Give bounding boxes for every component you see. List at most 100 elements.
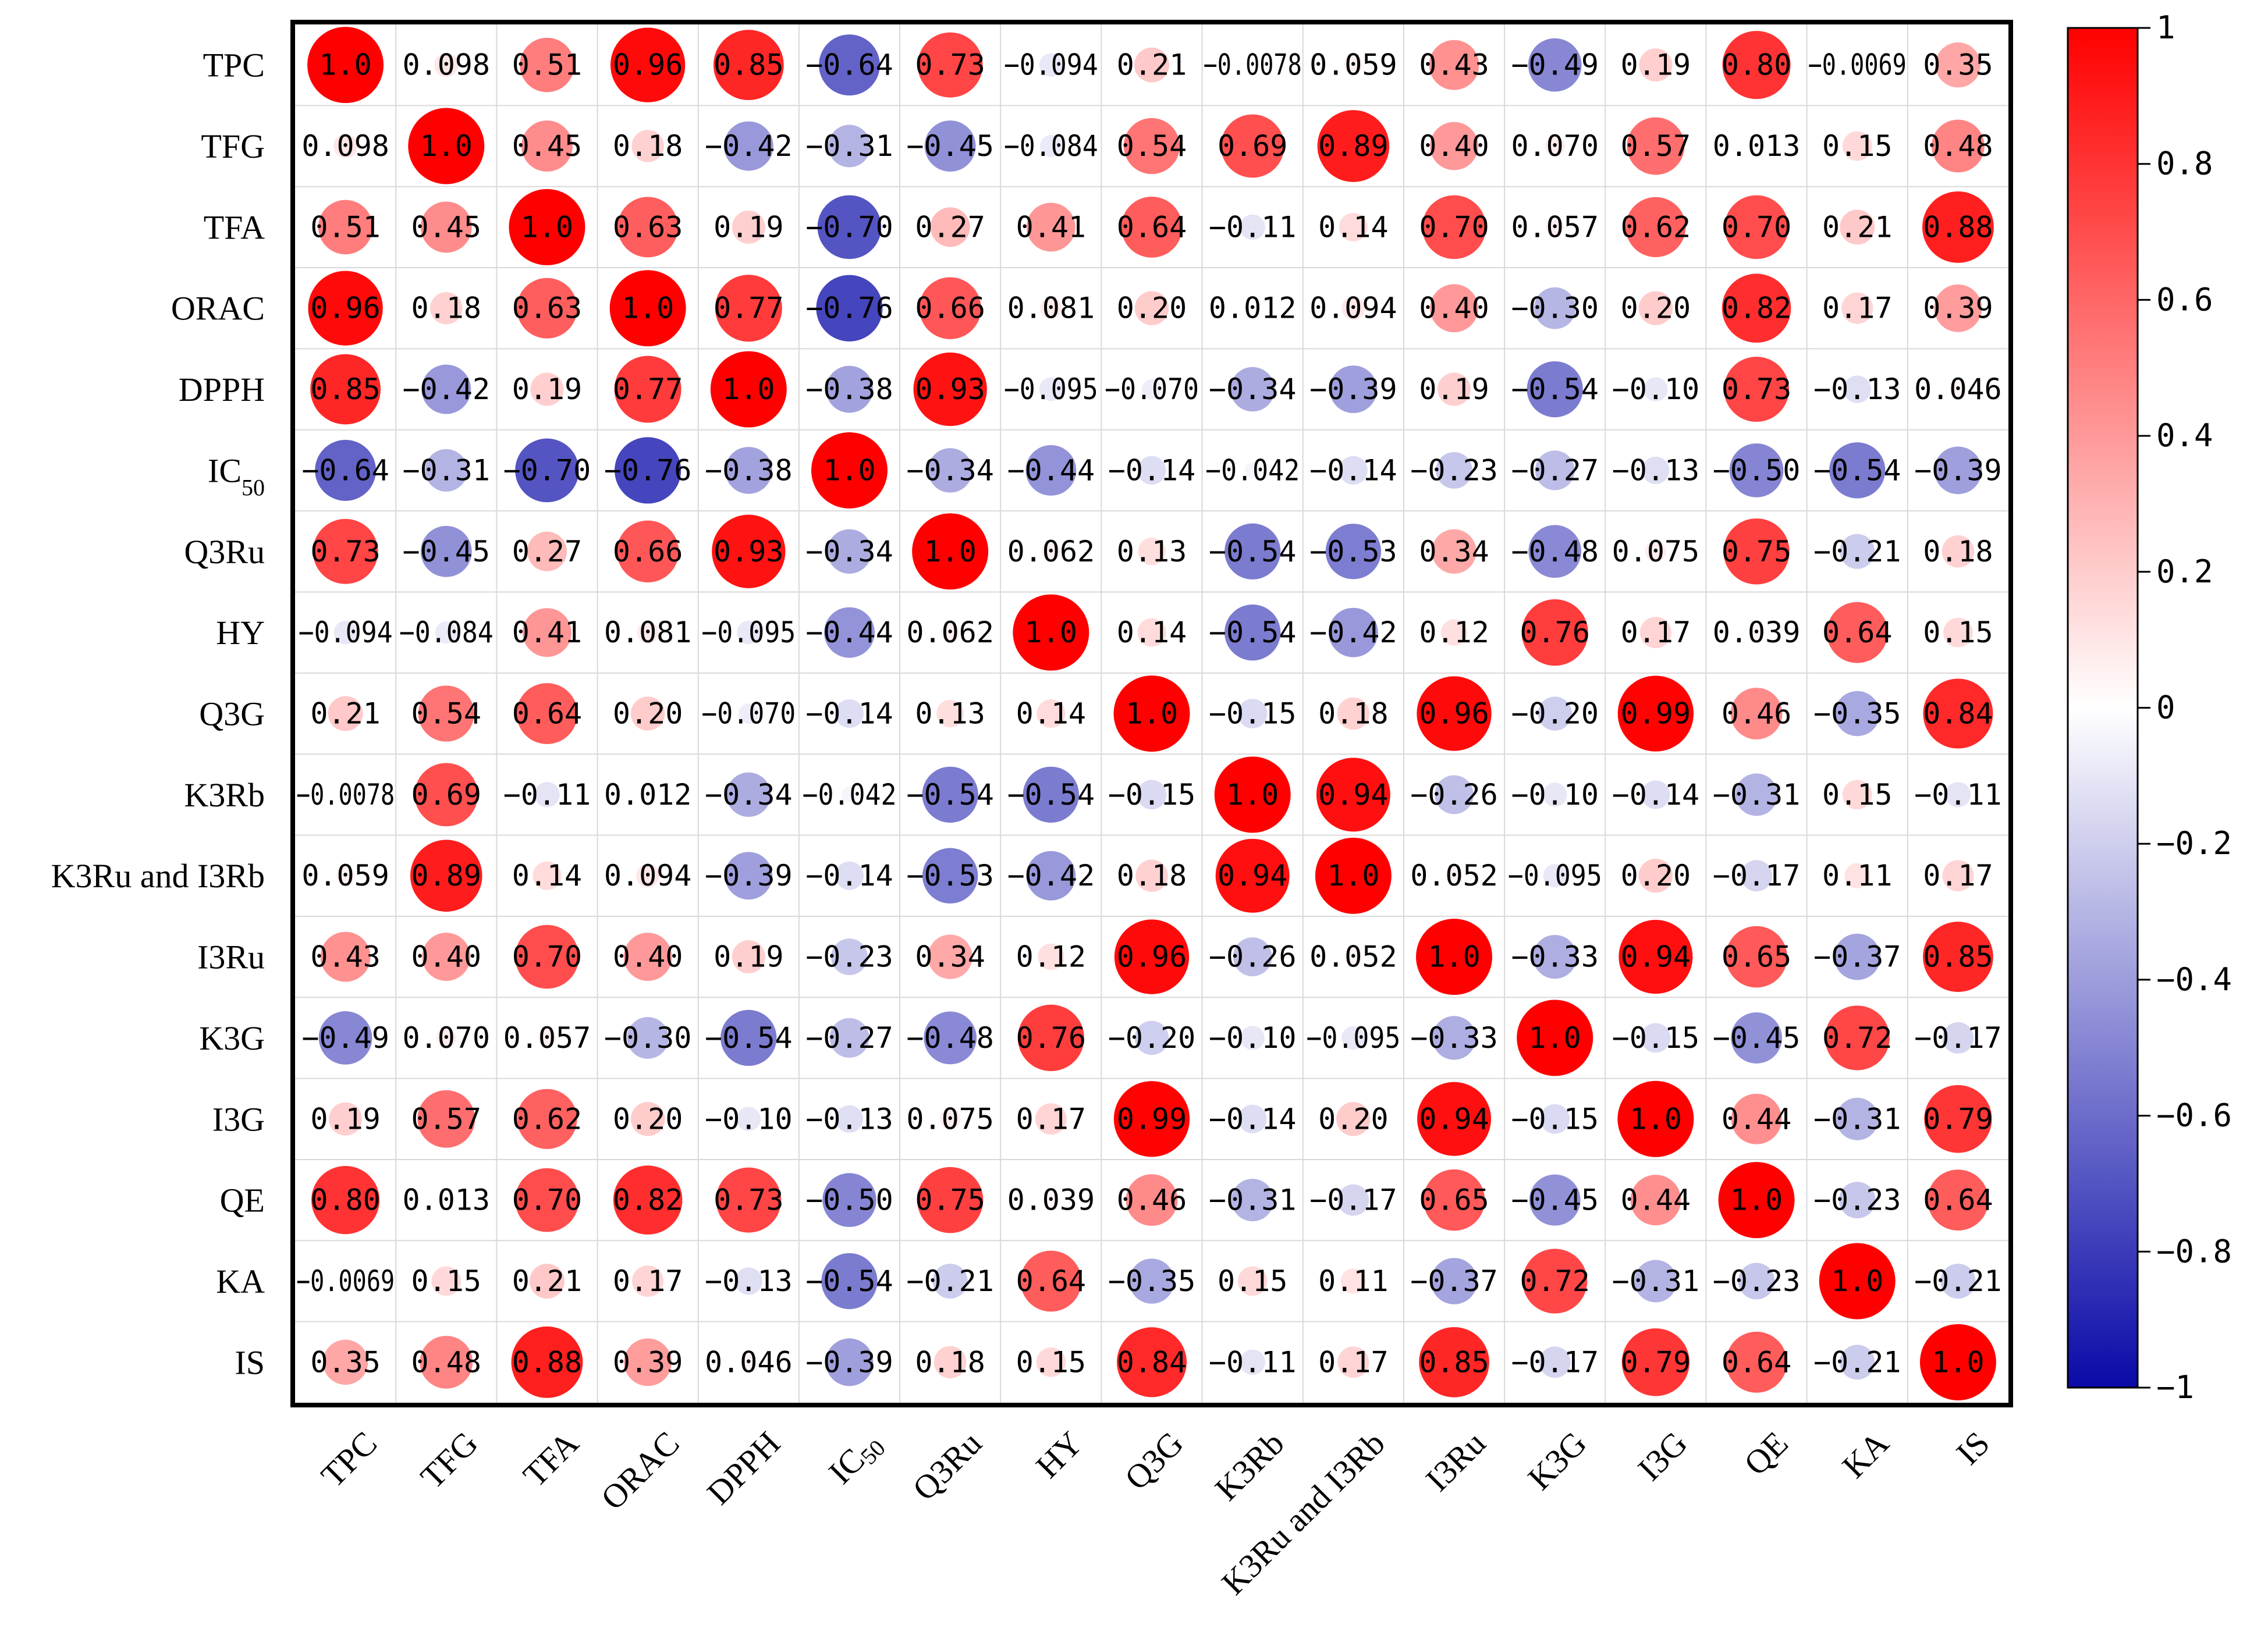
correlation-value-label: −0.37 [1410, 1264, 1498, 1298]
row-label-k3ru-and-i3rb: K3Ru and I3Rb [51, 857, 265, 895]
correlation-value-label: −0.14 [1108, 453, 1196, 487]
correlation-circle [1641, 1023, 1671, 1053]
correlation-value-label: −0.14 [1612, 778, 1700, 812]
correlation-value-label: 0.057 [503, 1021, 591, 1055]
correlation-value-label: −0.39 [705, 859, 793, 892]
correlation-value-label: −0.14 [805, 697, 893, 731]
correlation-circle [922, 848, 978, 904]
correlation-circle [1840, 534, 1875, 569]
correlation-circle [1723, 518, 1790, 585]
correlation-circle [1231, 1179, 1274, 1222]
correlation-value-label: 0.14 [1016, 697, 1086, 731]
correlation-circle [1840, 209, 1875, 245]
column-label-ka: KA [1835, 1424, 1896, 1485]
row-label-dpph: DPPH [179, 371, 265, 408]
correlation-circle [1726, 1331, 1787, 1393]
correlation-value-label: 0.21 [310, 697, 380, 731]
correlation-value-label: 0.046 [1914, 372, 2002, 406]
correlation-circle [1238, 1104, 1267, 1133]
correlation-value-label: −0.45 [1713, 1021, 1801, 1055]
correlation-circle [1528, 525, 1582, 578]
correlation-circle [1639, 48, 1673, 82]
correlation-value-label: −0.54 [705, 1021, 793, 1055]
correlation-circle [538, 1029, 556, 1047]
correlation-circle [1928, 1169, 1989, 1231]
correlation-circle [1043, 1192, 1059, 1208]
correlation-circle [913, 352, 987, 426]
correlation-value-label: 0.46 [1117, 1183, 1187, 1217]
correlation-circle [328, 696, 363, 731]
correlation-circle [924, 1011, 977, 1065]
correlation-circle [1039, 377, 1063, 401]
correlation-value-label: 0.72 [1520, 1264, 1589, 1298]
correlation-value-label: 0.65 [1419, 1183, 1489, 1217]
correlation-value-label: −0.23 [1713, 1264, 1801, 1298]
correlation-value-label: 0.18 [1923, 535, 1993, 568]
correlation-circle [934, 1346, 967, 1379]
correlation-value-label: −0.42 [1309, 616, 1397, 649]
correlation-value-label: 0.19 [512, 372, 582, 406]
correlation-circle [828, 125, 871, 168]
correlation-value-label: 0.062 [1007, 535, 1095, 568]
correlation-circle [716, 1167, 782, 1233]
correlation-circle [715, 275, 782, 342]
correlation-value-label: 0.66 [915, 291, 985, 325]
column-label-qe: QE [1737, 1424, 1795, 1483]
correlation-circle [928, 448, 972, 493]
correlation-value-label: −0.76 [805, 291, 893, 325]
correlation-circle [1036, 1347, 1066, 1377]
correlation-value-label: 0.75 [1722, 535, 1791, 568]
correlation-value-label: 0.13 [915, 697, 985, 731]
correlation-value-label: −0.53 [1309, 535, 1397, 568]
correlation-circle [420, 1335, 473, 1389]
correlation-value-label: 0.43 [310, 940, 380, 974]
correlation-circle [1429, 40, 1479, 90]
correlation-circle [725, 447, 772, 494]
correlation-value-label: 0.66 [613, 535, 683, 568]
correlation-value-label: −0.094 [299, 616, 393, 649]
correlation-value-label: 0.63 [512, 291, 582, 325]
correlation-circle [1240, 214, 1265, 240]
correlation-value-label: 0.65 [1722, 940, 1791, 974]
correlation-circle [1854, 62, 1861, 69]
correlation-circle [417, 1090, 475, 1148]
correlation-circle [425, 449, 468, 492]
grid-lines [295, 24, 2008, 1403]
correlation-value-label: 0.17 [1016, 1102, 1086, 1136]
correlation-circle [1431, 1258, 1478, 1304]
correlation-value-label: −0.095 [1306, 1021, 1400, 1055]
correlation-value-label: −0.34 [1209, 372, 1297, 406]
correlation-value-label: −0.48 [1511, 535, 1599, 568]
correlation-circle [1735, 773, 1778, 816]
column-label-orac: ORAC [594, 1424, 687, 1517]
colorbar-tick-label: −1 [2156, 1369, 2194, 1406]
correlation-circle [1738, 1263, 1775, 1300]
correlation-circle [1923, 922, 1993, 992]
row-label-ic50: IC50 [208, 451, 265, 500]
colorbar-tick-label: 0.4 [2156, 417, 2213, 454]
correlation-value-label: 0.40 [613, 940, 683, 974]
correlation-value-label: 0.93 [915, 372, 985, 406]
correlation-circle [1341, 296, 1365, 320]
correlation-value-label: 0.19 [1419, 372, 1489, 406]
correlation-circle [630, 696, 665, 731]
correlation-circle [1645, 541, 1666, 562]
correlation-circle [932, 1263, 968, 1299]
correlation-value-label: 1.0 [1831, 1264, 1883, 1298]
correlation-circle [720, 1009, 777, 1066]
correlation-value-label: −0.31 [1713, 778, 1801, 812]
correlation-circle [1641, 780, 1670, 809]
correlation-value-label: 0.27 [915, 210, 985, 244]
colorbar-tick-label: −0.6 [2156, 1097, 2232, 1134]
correlation-value-label: −0.27 [805, 1021, 893, 1055]
correlation-circle [1038, 943, 1064, 970]
correlation-value-label: −0.17 [1309, 1183, 1397, 1217]
colorbar-tick-label: 0.8 [2156, 145, 2213, 182]
correlation-circle [1416, 919, 1493, 995]
correlation-value-label: −0.49 [1511, 48, 1599, 82]
correlation-value-label: 1.0 [924, 535, 976, 568]
correlation-value-label: 0.62 [1621, 210, 1691, 244]
correlation-value-label: −0.17 [1511, 1345, 1599, 1379]
